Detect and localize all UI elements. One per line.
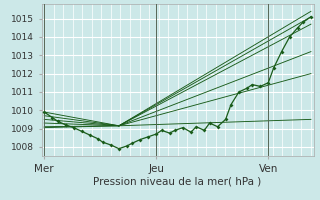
X-axis label: Pression niveau de la mer( hPa ): Pression niveau de la mer( hPa ) [93,176,262,186]
